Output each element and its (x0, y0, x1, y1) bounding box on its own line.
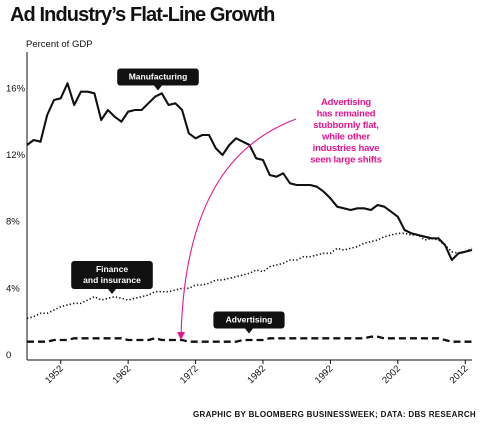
x-tick-label: 2002 (380, 363, 403, 386)
annotation-text: while other (321, 132, 370, 143)
callout-label: Advertising (226, 315, 273, 325)
y-tick-label: 0 (6, 350, 11, 361)
y-tick-label: 8% (6, 217, 20, 228)
y-tick-label: 12% (6, 150, 26, 161)
y-tick-label: 16% (6, 83, 26, 94)
annotation-text: Advertising (321, 97, 371, 108)
callout-pointer (154, 85, 162, 91)
callout-box (117, 68, 199, 86)
x-tick-label: 1962 (111, 363, 134, 386)
annotation-text: seen large shifts (310, 155, 382, 166)
annotation-text: has remained (317, 109, 376, 120)
chart-title: Ad Industry’s Flat-Line Growth (10, 4, 275, 26)
series-line-advertising (27, 335, 472, 343)
y-axis-label: Percent of GDP (26, 39, 93, 50)
callout-label: Manufacturing (129, 72, 188, 82)
x-tick-label: 1972 (178, 363, 201, 386)
callout-pointer (245, 328, 253, 334)
callout-label: Finance (96, 264, 128, 274)
annotation-arrow (177, 118, 297, 340)
series-line-manufacturing (26, 82, 473, 262)
callout-box (71, 261, 153, 289)
source-credit: GRAPHIC BY BLOOMBERG BUSINESSWEEK; DATA:… (192, 410, 476, 419)
annotation-text: industries have (313, 143, 380, 154)
x-tick-label: 2012 (448, 363, 471, 386)
annotation-text: stubbornly flat, (313, 120, 378, 131)
x-tick-label: 1992 (313, 363, 336, 386)
callout-manufacturing: Manufacturing (117, 68, 199, 91)
x-tick-label: 1982 (245, 363, 268, 386)
y-tick-label: 4% (6, 283, 20, 294)
callout-box (213, 311, 285, 329)
callout-label: and insurance (83, 275, 141, 285)
series-lines (26, 82, 473, 343)
callout-advertising: Advertising (213, 311, 285, 334)
x-tick-label: 1952 (43, 363, 66, 386)
callout-pointer (108, 289, 116, 294)
